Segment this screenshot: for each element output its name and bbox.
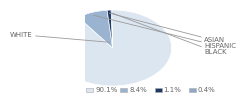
Text: BLACK: BLACK [112,13,227,55]
Wedge shape [107,10,113,48]
Bar [189,88,196,92]
Text: ASIAN: ASIAN [109,13,225,44]
Wedge shape [54,10,172,86]
Text: 1.1%: 1.1% [163,87,181,93]
Text: HISPANIC: HISPANIC [94,15,236,49]
Text: 8.4%: 8.4% [129,87,147,93]
Wedge shape [111,10,113,48]
Text: 0.4%: 0.4% [198,87,215,93]
Bar [155,88,162,92]
Text: 90.1%: 90.1% [95,87,117,93]
Bar [86,88,93,92]
Wedge shape [78,10,113,48]
Text: WHITE: WHITE [10,32,110,42]
Bar [120,88,127,92]
